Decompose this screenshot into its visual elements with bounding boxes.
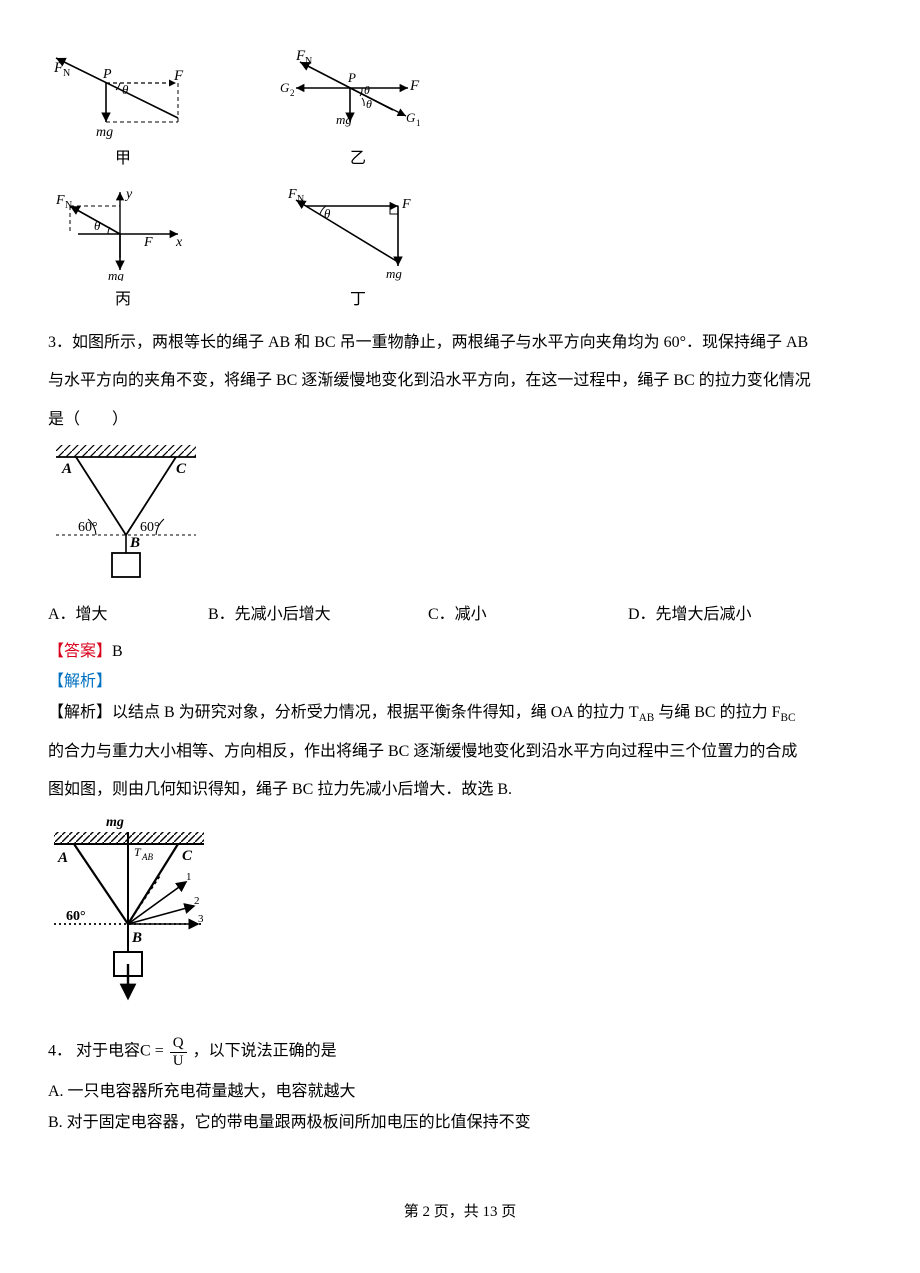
svg-text:C: C [182, 848, 193, 864]
q3-opt-c: C．减小 [428, 600, 628, 630]
svg-text:θ: θ [324, 206, 331, 221]
svg-text:P: P [102, 67, 112, 82]
svg-text:F: F [173, 68, 184, 84]
svg-text:y: y [124, 187, 133, 202]
q4-opt-b: B. 对于固定电容器，它的带电量跟两极板间所加电压的比值保持不变 [48, 1108, 872, 1138]
q4-opt-a: A. 一只电容器所充电荷量越大，电容就越大 [48, 1077, 872, 1107]
caption-ding: 丁 [350, 285, 366, 315]
svg-text:A: A [61, 461, 72, 477]
diagram-jia: FN P F θ mg 甲 [48, 50, 198, 174]
svg-text:F: F [287, 187, 297, 202]
svg-text:N: N [63, 68, 70, 79]
diagram-yi-svg: FN G2 P F θ θ mg G1 [278, 50, 438, 140]
q3-answer: 【答案】B [48, 637, 872, 667]
q3-analysis-figure: mg A C TAB 1 2 3 60° B [48, 814, 872, 1015]
svg-text:mg: mg [108, 268, 124, 281]
svg-text:mg: mg [96, 125, 113, 140]
svg-text:F: F [55, 193, 65, 208]
svg-text:mg: mg [336, 112, 352, 127]
svg-text:T: T [134, 845, 142, 859]
q3-opt-d: D．先增大后减小 [628, 600, 752, 630]
svg-text:1: 1 [186, 871, 192, 883]
q3-analysis-label: 【解析】 [48, 667, 872, 697]
diagram-yi: FN G2 P F θ θ mg G1 乙 [278, 50, 438, 174]
q3-analysis-l3: 图如图，则由几何知识得知，绳子 BC 拉力先减小后增大．故选 B. [48, 775, 872, 805]
svg-text:θ: θ [122, 82, 129, 97]
caption-bing: 丙 [115, 285, 131, 315]
page-footer: 第 2 页，共 13 页 [48, 1198, 872, 1227]
svg-text:G: G [280, 80, 290, 95]
svg-text:mg: mg [106, 815, 124, 830]
svg-text:B: B [129, 535, 140, 551]
svg-text:mg: mg [386, 266, 402, 281]
q3-figure: A C 60° 60° B [48, 443, 872, 594]
q3-opt-b: B．先减小后增大 [208, 600, 428, 630]
q4-stem: 4． 对于电容C = QU ，以下说法正确的是 [48, 1035, 872, 1069]
svg-text:x: x [175, 235, 183, 250]
diagram-jia-svg: FN P F θ mg [48, 50, 198, 140]
diagram-bing-svg: y x FN θ F mg [48, 186, 198, 281]
q3-line1: 3．如图所示，两根等长的绳子 AB 和 BC 吊一重物静止，两根绳子与水平方向夹… [48, 328, 872, 358]
diagram-row-1: FN P F θ mg 甲 FN G2 P [48, 50, 872, 174]
caption-yi: 乙 [350, 144, 366, 174]
q3-line2: 与水平方向的夹角不变，将绳子 BC 逐渐缓慢地变化到沿水平方向，在这一过程中，绳… [48, 366, 872, 396]
diagram-ding: FN θ F mg 丁 [278, 186, 438, 315]
diagram-row-2: y x FN θ F mg 丙 FN [48, 186, 872, 315]
svg-text:1: 1 [416, 118, 421, 128]
caption-jia: 甲 [115, 144, 131, 174]
svg-text:2: 2 [194, 895, 200, 907]
q3-analysis-l1: 【解析】以结点 B 为研究对象，分析受力情况，根据平衡条件得知，绳 OA 的拉力… [48, 698, 872, 729]
q3-line3: 是（ ） [48, 405, 872, 435]
answer-value: B [112, 643, 123, 660]
diagram-bing: y x FN θ F mg 丙 [48, 186, 198, 315]
svg-text:A: A [57, 850, 68, 866]
answer-label: 【答案】 [48, 643, 112, 660]
svg-text:F: F [409, 78, 420, 94]
svg-text:C: C [176, 461, 187, 477]
svg-text:θ: θ [94, 218, 101, 233]
svg-text:N: N [297, 194, 304, 205]
diagram-ding-svg: FN θ F mg [278, 186, 438, 281]
svg-text:AB: AB [141, 852, 153, 862]
q3-opt-a: A．增大 [48, 600, 208, 630]
q3-options: A．增大 B．先减小后增大 C．减小 D．先增大后减小 [48, 600, 872, 630]
svg-text:G: G [406, 110, 416, 125]
svg-text:N: N [305, 56, 312, 67]
svg-text:B: B [131, 930, 142, 946]
q3-analysis-l2: 的合力与重力大小相等、方向相反，作出将绳子 BC 逐渐缓慢地变化到沿水平方向过程… [48, 737, 872, 767]
svg-text:P: P [347, 70, 356, 85]
svg-text:2: 2 [290, 88, 295, 98]
svg-text:F: F [143, 235, 153, 250]
svg-text:60°: 60° [66, 909, 86, 924]
svg-text:F: F [401, 197, 411, 212]
